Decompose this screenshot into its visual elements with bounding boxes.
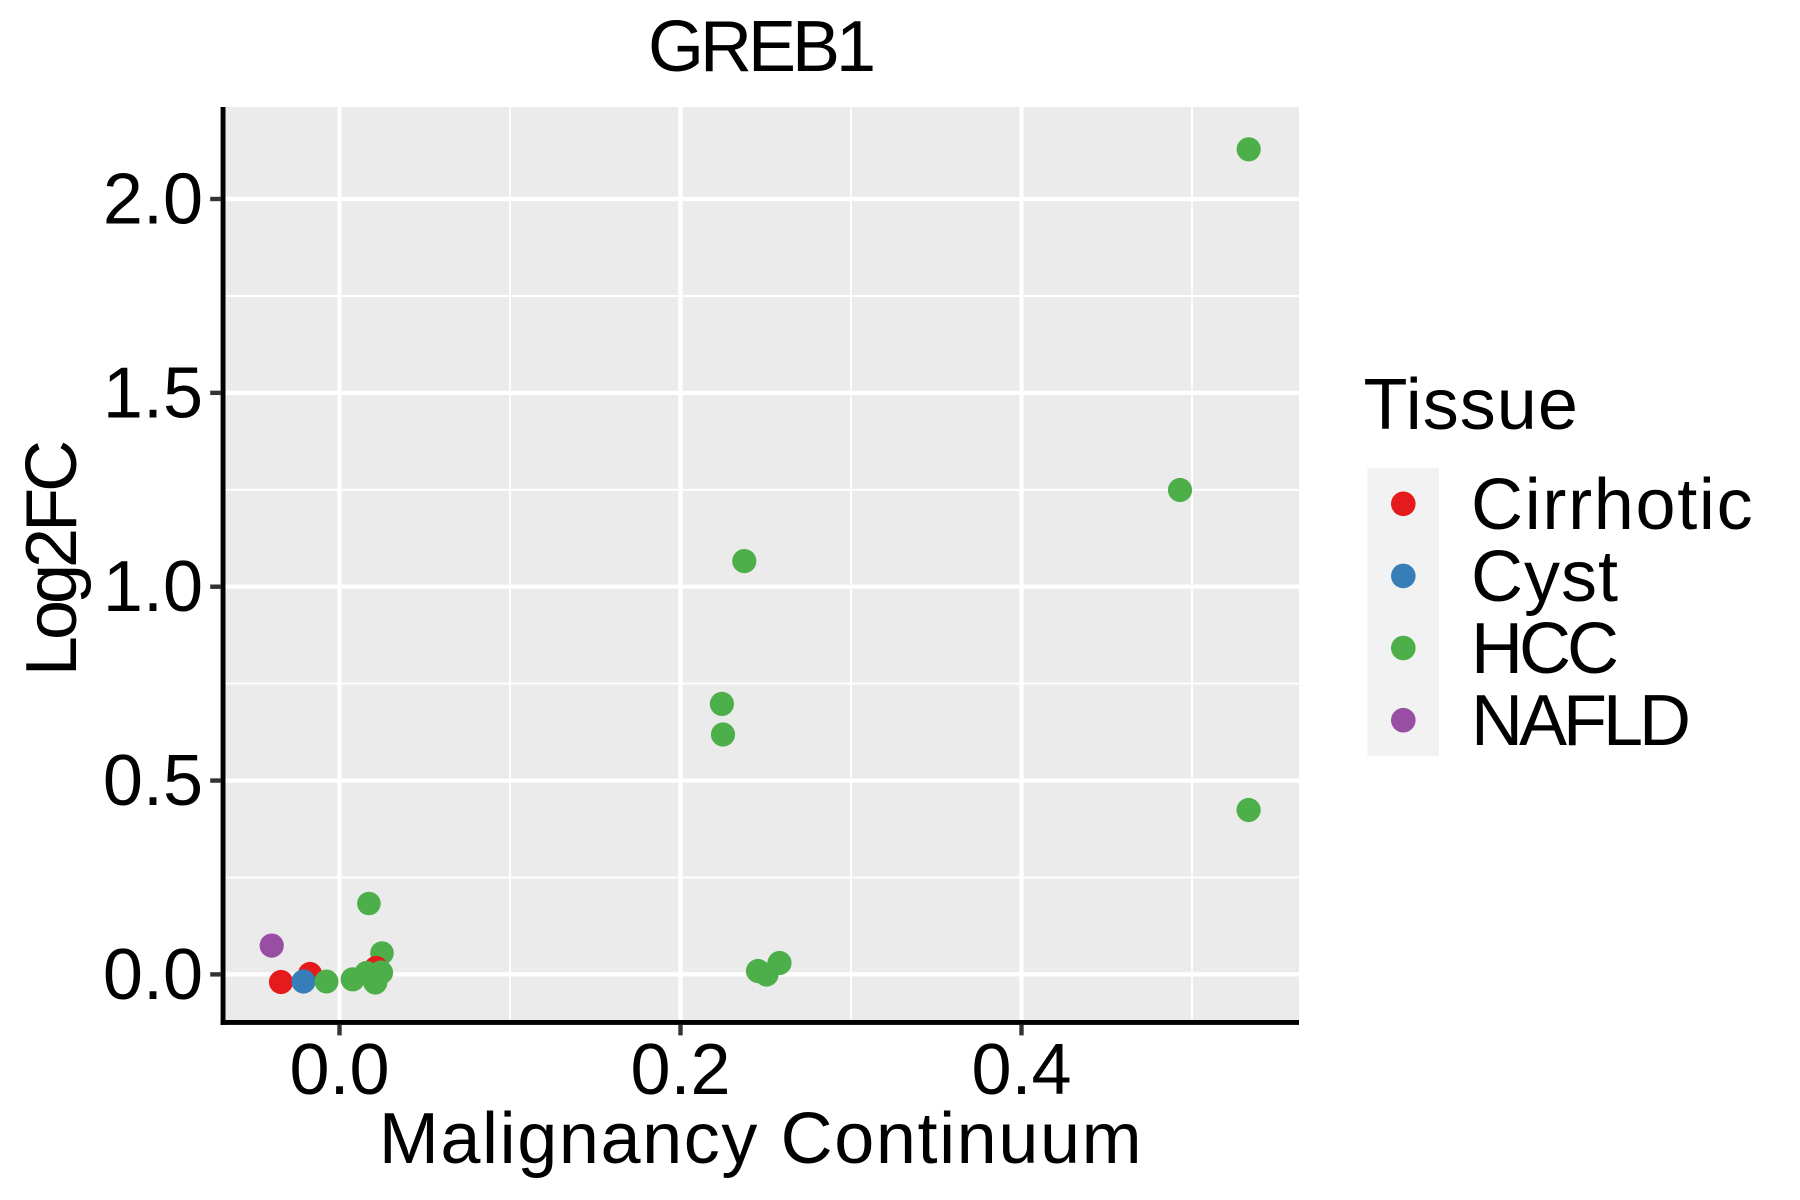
svg-text:Malignancy Continuum: Malignancy Continuum	[379, 1099, 1143, 1179]
svg-text:1.5: 1.5	[103, 353, 203, 433]
svg-text:2.0: 2.0	[103, 160, 203, 240]
svg-text:Tissue: Tissue	[1364, 365, 1579, 445]
svg-text:GREB1: GREB1	[648, 7, 873, 87]
svg-text:Cirrhotic: Cirrhotic	[1471, 465, 1754, 545]
svg-text:NAFLD: NAFLD	[1471, 681, 1688, 761]
svg-text:HCC: HCC	[1471, 609, 1617, 689]
svg-text:0.2: 0.2	[630, 1030, 730, 1110]
svg-text:0.0: 0.0	[103, 935, 203, 1015]
svg-text:0.4: 0.4	[971, 1030, 1071, 1110]
svg-text:0.5: 0.5	[103, 741, 203, 821]
svg-text:1.0: 1.0	[103, 547, 203, 627]
svg-text:Log2FC: Log2FC	[12, 442, 92, 676]
svg-text:0.0: 0.0	[289, 1030, 389, 1110]
svg-text:Cyst: Cyst	[1471, 537, 1619, 617]
